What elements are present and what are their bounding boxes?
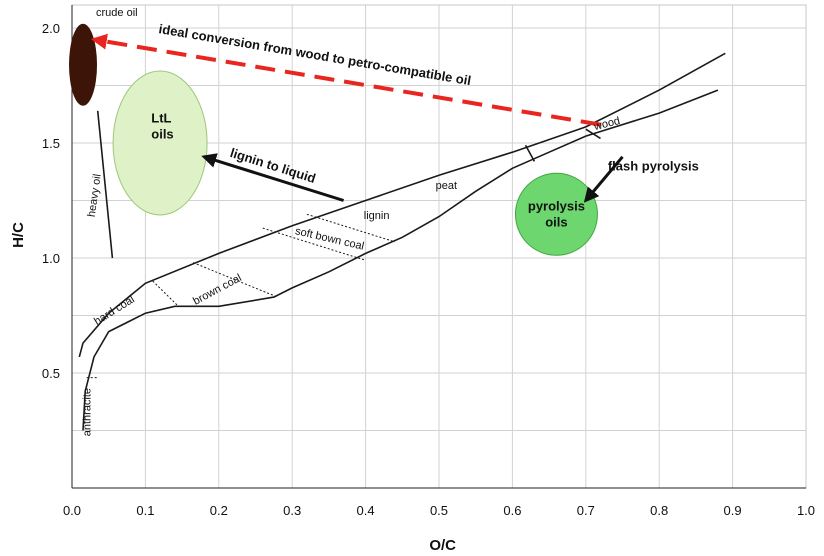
ltl-oils-ellipse: [112, 70, 208, 216]
x-axis-label: O/C: [429, 537, 456, 554]
heavy-oil-label: heavy oil: [86, 173, 104, 218]
y-tick-label: 0.5: [42, 366, 60, 381]
x-tick-label: 0.0: [63, 503, 81, 518]
ideal-conversion-arrow: [90, 33, 601, 127]
flash-pyrolysis-arrow: [583, 155, 624, 203]
peat-label: peat: [436, 180, 457, 192]
axes: 0.0 0.1 0.2 0.3 0.4 0.5 0.6 0.7 0.8 0.9 1.0 0.5 1.0 1…: [10, 5, 815, 554]
pyrolysis-oils-label: oils: [545, 214, 567, 229]
curves: [78, 52, 726, 431]
hard-coal-label: hard coal: [92, 294, 137, 328]
lignin-to-liquid-arrow: [201, 153, 345, 202]
y-tick-label: 2.0: [42, 21, 60, 36]
crude-oil-ellipse: [69, 23, 98, 106]
dotted-separator: [152, 280, 179, 307]
x-tick-label: 0.1: [136, 503, 154, 518]
coalification-upper-boundary: [78, 52, 726, 358]
arrows: [90, 33, 624, 203]
y-axis-label: H/C: [10, 222, 27, 248]
heavy-oil-line: [96, 110, 114, 259]
coalification-lower-boundary: [82, 89, 719, 431]
solid-separator: [524, 144, 536, 162]
y-tick-label: 1.5: [42, 136, 60, 151]
solid-separator: [585, 128, 601, 140]
x-tick-label: 0.5: [430, 503, 448, 518]
x-tick-label: 0.8: [650, 503, 668, 518]
grid: [71, 4, 807, 489]
crude-oil-label: crude oil: [96, 7, 138, 19]
regions: [69, 23, 598, 256]
x-tick-label: 0.3: [283, 503, 301, 518]
x-tick-label: 0.7: [577, 503, 595, 518]
pyrolysis-oils-label: pyrolysis: [528, 198, 585, 213]
x-tick-label: 0.2: [210, 503, 228, 518]
dotted-separator: [192, 262, 278, 298]
lignin-label: lignin: [364, 210, 390, 222]
y-tick-label: 1.0: [42, 251, 60, 266]
x-tick-label: 0.4: [357, 503, 375, 518]
wood-label: wood: [592, 115, 621, 133]
labels: ideal conversion from wood to petro-comp…: [81, 7, 699, 436]
x-tick-label: 1.0: [797, 503, 815, 518]
anthracite-label: anthracite: [81, 388, 93, 436]
brown-coal-label: brown coal: [191, 272, 244, 308]
x-tick-label: 0.9: [724, 503, 742, 518]
flash-pyrolysis-label: flash pyrolysis: [608, 159, 699, 174]
dotted-separator: [306, 213, 396, 243]
x-tick-label: 0.6: [503, 503, 521, 518]
ltl-oils-label: LtL: [151, 110, 171, 125]
ltl-oils-label: oils: [151, 126, 173, 141]
dotted-separator: [262, 227, 366, 261]
pyrolysis-oils-circle: [514, 172, 598, 256]
